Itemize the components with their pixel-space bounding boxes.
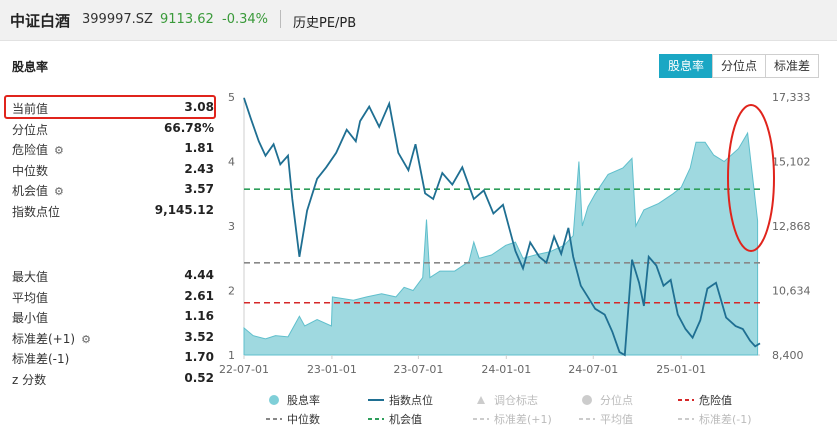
stat-label: 标准差(-1) [12,352,70,366]
index-code: 399997.SZ [82,12,153,27]
stat-label: 中位数 [12,163,49,178]
legend-label: 标准差(+1) [494,412,552,426]
legend-marker [582,395,592,405]
stat-label: 标准差(+1) ⚙ [12,331,91,346]
gear-icon[interactable]: ⚙ [54,185,64,198]
stat-value: 1.81 [184,141,214,155]
stat-row: 指数点位 9,145.12 [12,201,214,219]
y-left-tick-label: 2 [228,285,235,298]
legend-label: 分位点 [600,393,633,407]
stat-label: 最大值 [12,270,49,284]
stat-label: 平均值 [12,290,49,305]
stat-value: 1.70 [184,350,214,364]
title-bar: 中证白酒 399997.SZ 9113.62 -0.34% 历史PE/PB [0,0,837,41]
y-right-tick-label: 15,102 [772,155,811,168]
legend-label: 调仓标志 [494,393,538,407]
x-tick-label: 24-01-01 [481,363,531,376]
stat-value: 3.08 [184,100,214,114]
stat-row: 最大值 4.44 [12,266,214,284]
index-name: 中证白酒 [10,12,71,30]
stat-row: 机会值 ⚙ 3.57 [12,180,214,198]
legend-label: 标准差(-1) [699,412,752,426]
stat-value: 3.57 [184,182,214,196]
highlight-ellipse [727,104,775,252]
y-left-tick-label: 1 [228,349,235,362]
stat-row: 标准差(+1) ⚙ 3.52 [12,328,214,346]
stat-value: 9,145.12 [154,202,214,217]
stat-value: 0.52 [184,370,214,385]
stat-label: z 分数 [12,372,47,387]
history-pe-pb-link[interactable]: 历史PE/PB [293,16,357,31]
header-divider [280,10,281,28]
stat-label: 机会值 ⚙ [12,184,64,198]
index-line [243,97,761,357]
gear-icon[interactable]: ⚙ [81,332,91,346]
current-value-highlight [4,95,216,119]
stat-value: 66.78% [164,120,214,135]
stat-value: 4.44 [184,268,214,282]
stat-row: 危险值 ⚙ 1.81 [12,139,214,157]
stat-value: 2.43 [184,161,214,176]
legend-label: 股息率 [287,393,320,407]
stat-row: 最小值 1.16 [12,307,214,325]
stat-row: 分位点 66.78% [12,119,214,137]
stat-row: z 分数 0.52 [12,369,214,387]
legend-label: 中位数 [287,412,320,426]
y-right-tick-label: 17,333 [772,91,811,104]
y-right-tick-label: 10,634 [772,284,811,297]
y-right-tick-label: 8,400 [772,349,804,362]
x-tick-label: 23-01-01 [307,363,357,376]
legend-marker [477,396,485,404]
stat-row: 当前值 3.08 [12,98,214,116]
std-dev-button[interactable]: 标准差 [765,54,820,78]
stat-label: 当前值 [12,102,49,116]
x-tick-label: 24-07-01 [568,363,618,376]
stat-value: 1.16 [184,309,214,323]
x-tick-label: 23-07-01 [393,363,443,376]
gear-icon[interactable]: ⚙ [54,144,64,157]
y-left-tick-label: 5 [228,91,235,104]
stat-row: 标准差(-1) 1.70 [12,348,214,366]
legend-label: 指数点位 [389,393,433,407]
metric-toggle-group: 股息率 分位点 标准差 [659,54,820,78]
dividend-yield-button[interactable]: 股息率 [659,54,714,78]
stat-value: 2.61 [184,288,214,303]
stat-label: 分位点 [12,122,49,137]
legend-label: 危险值 [699,393,732,407]
dividend-yield-area [243,131,759,356]
x-tick-label: 22-07-01 [219,363,269,376]
stat-label: 指数点位 [12,204,61,219]
stat-value: 3.52 [184,329,214,344]
stat-label: 最小值 [12,311,49,325]
y-left-tick-label: 4 [228,156,235,169]
stat-label: 危险值 ⚙ [12,143,64,157]
y-left-tick-label: 3 [228,220,235,233]
legend-label: 平均值 [600,413,633,426]
percentile-button[interactable]: 分位点 [712,54,767,78]
panel-title: 股息率 [12,60,49,74]
x-tick-label: 25-01-01 [656,363,706,376]
legend-label: 机会值 [389,412,422,426]
index-price: 9113.62 [160,12,214,27]
stat-row: 中位数 2.43 [12,160,214,178]
y-right-tick-label: 12,868 [772,220,811,233]
legend-marker [269,395,279,405]
stat-row: 平均值 2.61 [12,287,214,305]
index-change: -0.34% [222,12,268,27]
